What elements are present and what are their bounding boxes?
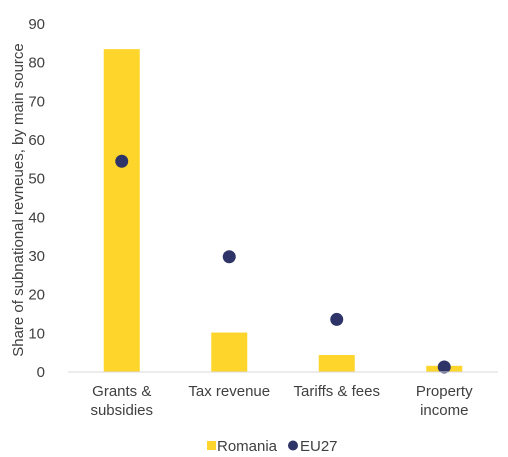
legend-swatch-romania <box>207 441 216 450</box>
y-tick-label: 80 <box>28 55 45 72</box>
category-labels: Grants & subsidies Tax revenue Tariffs & fe… <box>90 383 473 419</box>
markers <box>115 154 451 374</box>
bar-romania <box>103 49 140 373</box>
y-tick-label: 0 <box>37 364 45 381</box>
legend-swatch-eu27 <box>288 440 298 451</box>
x-tick-label: Tax revenue <box>188 383 270 400</box>
y-axis-label: Share of subnational revneues, by main s… <box>10 43 27 357</box>
marker-eu27 <box>437 360 451 374</box>
legend-label-romania: Romania <box>217 438 278 455</box>
x-tick-label: Property income <box>416 383 473 419</box>
y-tick-label: 70 <box>28 93 45 110</box>
y-tick-label: 20 <box>28 287 45 304</box>
bars <box>103 49 463 373</box>
x-tick-label: Tariffs & fees <box>294 383 380 400</box>
bar-romania <box>318 354 355 372</box>
y-tick-label: 40 <box>28 209 45 226</box>
y-axis-ticks: 0 10 20 30 40 50 60 70 80 90 <box>28 16 45 381</box>
marker-eu27 <box>222 250 236 264</box>
x-tick-label: Grants & subsidies <box>90 383 153 419</box>
y-tick-label: 10 <box>28 325 45 342</box>
bar-romania <box>211 332 248 372</box>
legend-label-eu27: EU27 <box>300 438 338 455</box>
marker-eu27 <box>330 312 344 326</box>
y-tick-label: 30 <box>28 248 45 265</box>
y-tick-label: 90 <box>28 16 45 33</box>
legend: Romania EU27 <box>207 438 338 455</box>
marker-eu27 <box>115 154 129 168</box>
y-tick-label: 50 <box>28 171 45 188</box>
y-tick-label: 60 <box>28 132 45 149</box>
